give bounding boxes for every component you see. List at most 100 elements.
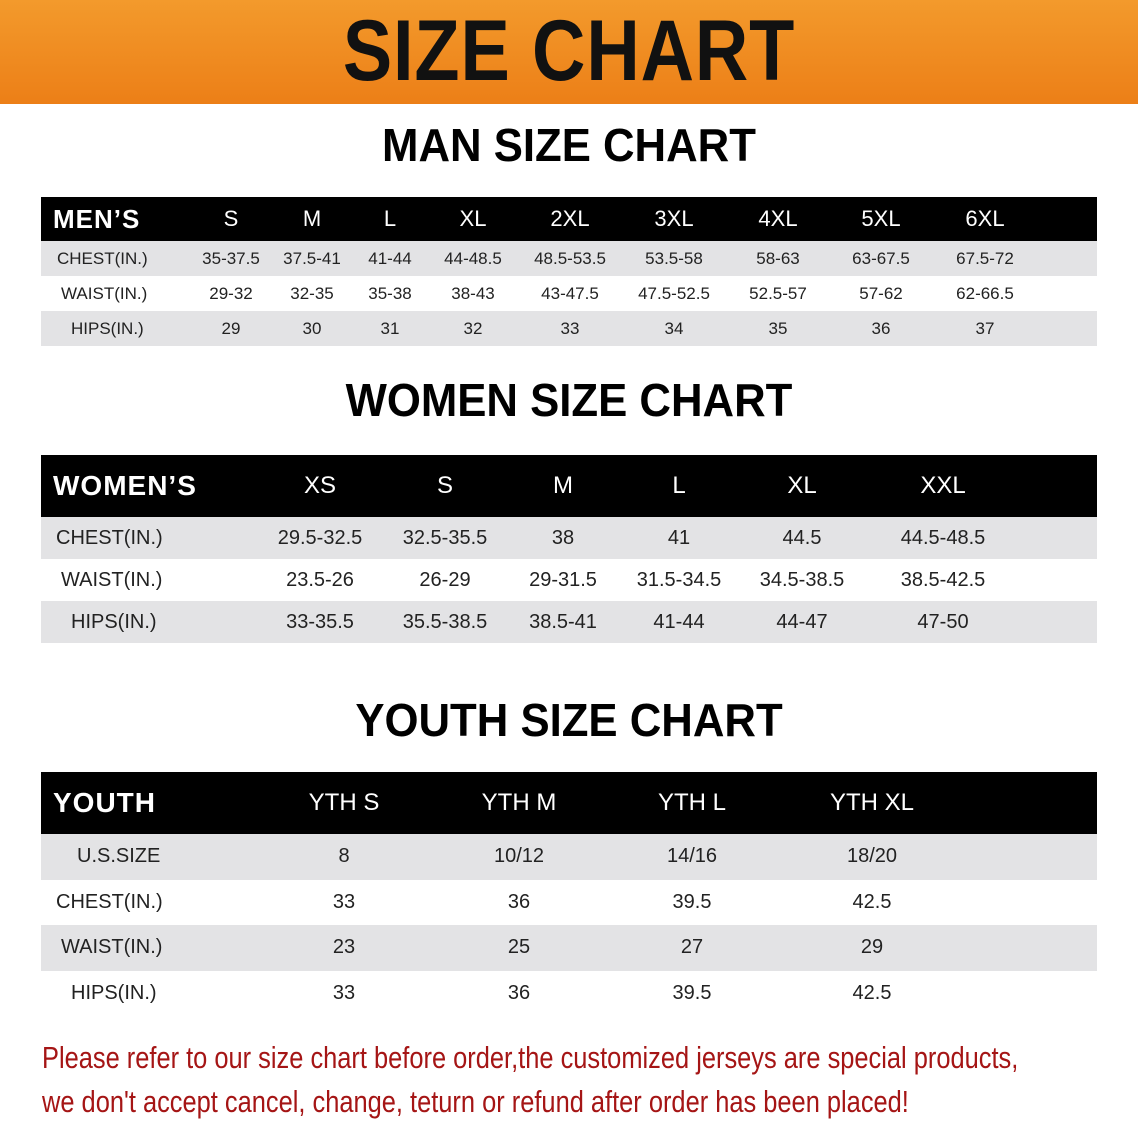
size-header-cell: XXL — [920, 472, 966, 499]
table-cell: 41-44 — [653, 610, 705, 633]
table-cell: 23.5-26 — [286, 568, 354, 591]
table-row: WAIST(IN.) 23.5-26 26-29 29-31.5 31.5-34.5 34… — [41, 559, 1097, 601]
table-cell: 44-47 — [776, 610, 828, 633]
women-header-label: WOMEN’S — [53, 470, 197, 501]
size-header-cell: 5XL — [861, 206, 901, 231]
row-label: WAIST(IN.) — [61, 568, 163, 591]
table-cell: 32 — [463, 318, 483, 338]
women-header-row: WOMEN’S XS S M L XL XXL — [41, 455, 1097, 517]
size-header-cell: XS — [303, 472, 336, 499]
table-cell: 63-67.5 — [852, 248, 910, 268]
size-header-cell: 4XL — [758, 206, 798, 231]
youth-size-table: YOUTH YTH S YTH M YTH L YTH XL U.S.SIZE 8 10/12… — [41, 772, 1097, 1016]
table-cell: 29-31.5 — [529, 568, 597, 591]
table-cell: 39.5 — [672, 890, 712, 913]
table-cell: 29.5-32.5 — [277, 526, 363, 549]
row-label: CHEST(IN.) — [56, 526, 163, 549]
table-cell: 29 — [221, 318, 241, 338]
table-cell: 10/12 — [493, 845, 545, 868]
table-cell: 44.5 — [782, 526, 822, 549]
table-cell: 58-63 — [756, 248, 800, 268]
size-header-cell: YTH S — [308, 789, 380, 816]
row-label: U.S.SIZE — [77, 845, 161, 868]
table-cell: 25 — [507, 936, 531, 959]
youth-header-row: YOUTH YTH S YTH M YTH L YTH XL — [41, 772, 1097, 834]
table-cell: 34 — [664, 318, 684, 338]
women-section-title: WOMEN SIZE CHART — [345, 374, 793, 426]
table-cell: 37 — [975, 318, 995, 338]
size-header-cell: L — [383, 206, 397, 231]
table-cell: 30 — [302, 318, 322, 338]
table-cell: 35 — [768, 318, 788, 338]
table-cell: 39.5 — [672, 981, 712, 1004]
table-cell: 57-62 — [859, 283, 903, 303]
table-cell: 35.5-38.5 — [402, 610, 488, 633]
table-cell: 38 — [551, 526, 575, 549]
table-cell: 38-43 — [451, 283, 495, 303]
table-cell: 27 — [680, 936, 704, 959]
order-notice-line-1: Please refer to our size chart before or… — [42, 1040, 1019, 1075]
row-label: WAIST(IN.) — [61, 936, 163, 959]
size-header-cell: S — [223, 206, 239, 231]
table-cell: 31.5-34.5 — [636, 568, 722, 591]
table-cell: 26-29 — [419, 568, 471, 591]
table-cell: 38.5-41 — [529, 610, 597, 633]
row-label: HIPS(IN.) — [71, 981, 157, 1004]
table-cell: 32-35 — [290, 283, 334, 303]
size-header-cell: 6XL — [965, 206, 1005, 231]
table-row: CHEST(IN.) 33 36 39.5 42.5 — [41, 879, 1097, 925]
men-size-table: MEN’S S M L XL 2XL 3XL 4XL 5XL 6XL CHEST(IN.) 35-37… — [41, 197, 1097, 346]
table-row: CHEST(IN.) 35-37.5 37.5-41 41-44 44-48.5 48.5… — [41, 241, 1097, 276]
table-cell: 8 — [338, 845, 350, 868]
table-cell: 44-48.5 — [444, 248, 502, 268]
table-row: CHEST(IN.) 29.5-32.5 32.5-35.5 38 41 44.5 44.5… — [41, 517, 1097, 559]
table-cell: 37.5-41 — [283, 248, 341, 268]
table-cell: 14/16 — [666, 845, 718, 868]
size-header-cell: 3XL — [654, 206, 694, 231]
size-header-cell: L — [672, 472, 686, 499]
youth-header-label: YOUTH — [53, 787, 156, 818]
table-cell: 31 — [380, 318, 400, 338]
table-cell: 41-44 — [368, 248, 412, 268]
row-label: WAIST(IN.) — [61, 283, 148, 303]
size-header-cell: XL — [459, 206, 487, 231]
size-header-cell: YTH L — [657, 789, 726, 816]
table-cell: 33-35.5 — [286, 610, 354, 633]
table-cell: 41 — [667, 526, 691, 549]
row-label: HIPS(IN.) — [71, 610, 157, 633]
size-header-cell: M — [553, 472, 573, 499]
men-header-row: MEN’S S M L XL 2XL 3XL 4XL 5XL 6XL — [41, 197, 1097, 241]
table-cell: 33 — [332, 890, 356, 913]
table-cell: 23 — [332, 936, 356, 959]
table-cell: 33 — [332, 981, 356, 1004]
banner-title: SIZE CHART — [342, 3, 796, 99]
size-header-cell: YTH XL — [829, 789, 915, 816]
women-size-table: WOMEN’S XS S M L XL XXL CHEST(IN.) 29.5-32.5 32.5… — [41, 455, 1097, 644]
youth-section-title: YOUTH SIZE CHART — [355, 694, 783, 746]
size-header-cell: M — [302, 206, 322, 231]
table-cell: 29 — [860, 936, 884, 959]
row-label: HIPS(IN.) — [71, 318, 144, 338]
order-notice-line-2: we don't accept cancel, change, teturn o… — [42, 1084, 909, 1119]
table-cell: 35-38 — [368, 283, 412, 303]
table-cell: 29-32 — [209, 283, 253, 303]
table-cell: 36 — [507, 890, 531, 913]
table-cell: 35-37.5 — [202, 248, 260, 268]
table-row: HIPS(IN.) 29 30 31 32 33 34 35 36 37 — [41, 311, 1097, 346]
table-cell: 47-50 — [917, 610, 969, 633]
table-cell: 32.5-35.5 — [402, 526, 488, 549]
table-row: U.S.SIZE 8 10/12 14/16 18/20 — [41, 834, 1097, 880]
table-cell: 36 — [871, 318, 891, 338]
size-header-cell: 2XL — [550, 206, 590, 231]
table-cell: 67.5-72 — [956, 248, 1014, 268]
table-cell: 36 — [507, 981, 531, 1004]
table-cell: 42.5 — [852, 890, 892, 913]
table-row: HIPS(IN.) 33-35.5 35.5-38.5 38.5-41 41-44 44-… — [41, 601, 1097, 643]
table-cell: 53.5-58 — [645, 248, 703, 268]
table-cell: 62-66.5 — [956, 283, 1014, 303]
row-label: CHEST(IN.) — [57, 248, 148, 268]
table-row: WAIST(IN.) 23 25 27 29 — [41, 925, 1097, 971]
men-header-label: MEN’S — [53, 203, 141, 234]
table-cell: 44.5-48.5 — [900, 526, 986, 549]
table-cell: 48.5-53.5 — [534, 248, 606, 268]
